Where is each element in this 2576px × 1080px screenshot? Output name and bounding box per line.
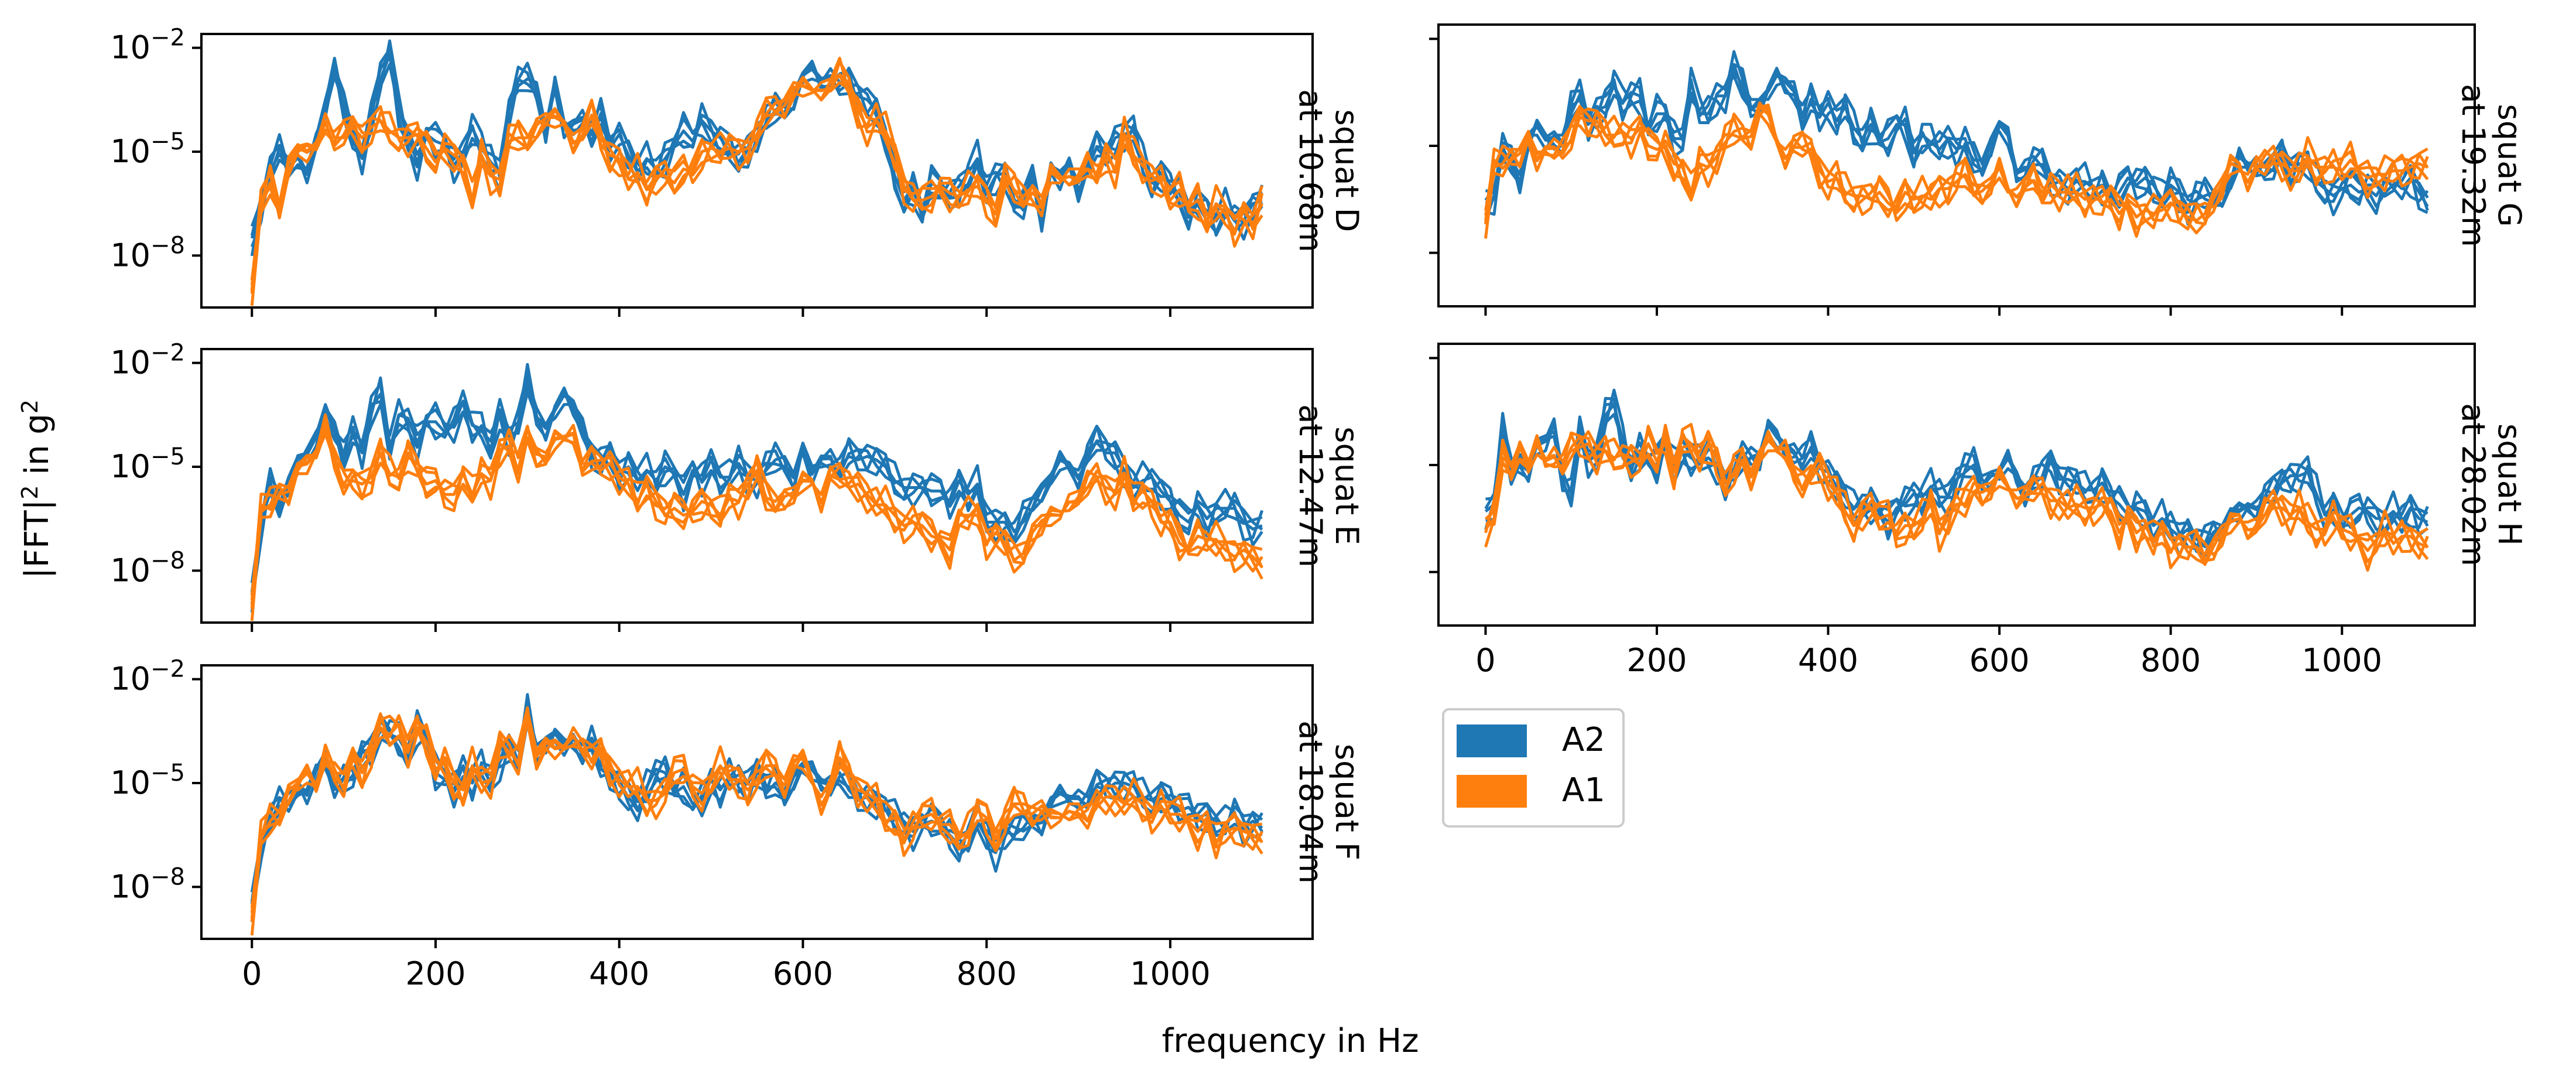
- panel-squat-g: squat Gat 19.32m: [1429, 23, 2528, 316]
- x-axis-label: frequency in Hz: [1162, 1022, 1419, 1060]
- panel-label-line2: at 19.32m: [2455, 84, 2492, 247]
- plot-frame: [1437, 23, 2476, 307]
- panel-label: squat Hat 28.02m: [2455, 403, 2528, 566]
- series-line-a1-rep4: [250, 706, 1263, 936]
- panel-squat-h: 0 200 400 600 800 1000 squat Hat 28.02m: [1429, 343, 2528, 679]
- y-tick-label: 10−8: [110, 863, 185, 905]
- panel-label: squat Gat 19.32m: [2455, 84, 2528, 247]
- series-line-a2-rep4: [250, 363, 1263, 604]
- x-tick-label: 200: [1626, 642, 1687, 679]
- x-tick-label: 400: [1798, 642, 1858, 679]
- panel-label: squat Fat 18.04m: [1292, 720, 1365, 884]
- legend-label-a2: A2: [1562, 721, 1605, 759]
- y-tick-label: 10−8: [110, 547, 185, 589]
- plot-frame: [1437, 343, 2476, 627]
- series-line-a1-rep2: [250, 422, 1263, 596]
- series-line-a2-rep3: [1484, 388, 2429, 558]
- panel-squat-f: 10−2 10−5 10−8 0 200 400 600 800 1000 squat Fat 1…: [110, 656, 1365, 992]
- series-line-a1-rep4: [1484, 105, 2429, 239]
- plot-frame: [200, 348, 1314, 624]
- plot-frame: [200, 664, 1314, 940]
- legend-label-a1: A1: [1562, 771, 1605, 809]
- panel-label-line1: squat G: [2491, 104, 2528, 227]
- x-tick-label: 0: [1475, 642, 1495, 679]
- y-tick-label: 10−5: [110, 443, 185, 485]
- y-tick-label: 10−2: [110, 25, 185, 66]
- y-tick-label: 10−8: [110, 232, 185, 274]
- x-tick-label: 1000: [1130, 955, 1210, 992]
- panel-label-line2: at 10.68m: [1292, 89, 1329, 252]
- x-tick-label: 800: [2140, 642, 2201, 679]
- panel-label-line1: squat H: [2491, 423, 2528, 546]
- panels: 10−2 10−5 10−8 squat Dat 10.68m 10−2 10−5 10−8…: [110, 23, 2528, 992]
- y-tick-label: 10−2: [110, 340, 185, 381]
- y-tick-label: 10−5: [110, 128, 185, 170]
- panel-squat-e: 10−2 10−5 10−8 squat Eat 12.47m: [110, 340, 1365, 632]
- legend-swatch-a2: [1457, 724, 1527, 757]
- series-line-a1-rep4: [250, 425, 1263, 621]
- series-line-a2-rep3: [250, 372, 1264, 613]
- plot-frame: [200, 33, 1314, 309]
- series-line-a1-rep4: [1484, 423, 2429, 560]
- panel-label-line1: squat F: [1328, 744, 1365, 860]
- x-tick-label: 0: [242, 955, 262, 992]
- x-tick-label: 600: [1969, 642, 2030, 679]
- panel-label-line1: squat E: [1328, 426, 1365, 545]
- panel-label-line2: at 28.02m: [2455, 403, 2492, 566]
- series-line-a1-rep2: [250, 714, 1263, 908]
- panel-squat-d: 10−2 10−5 10−8 squat Dat 10.68m: [110, 25, 1365, 317]
- x-tick-label: 600: [773, 955, 833, 992]
- legend-swatch-a1: [1457, 775, 1527, 808]
- panel-label-line2: at 18.04m: [1292, 720, 1329, 884]
- panel-label-line2: at 12.47m: [1292, 404, 1329, 568]
- y-tick-label: 10−5: [110, 760, 185, 801]
- x-tick-label: 200: [405, 955, 465, 992]
- x-tick-label: 1000: [2302, 642, 2382, 679]
- y-tick-label: 10−2: [110, 656, 185, 698]
- panel-label-line1: squat D: [1328, 110, 1365, 233]
- x-tick-label: 800: [957, 955, 1017, 992]
- panel-label: squat Dat 10.68m: [1292, 89, 1365, 252]
- panel-label: squat Eat 12.47m: [1292, 404, 1365, 568]
- series-line-a1-rep4: [250, 56, 1264, 306]
- x-tick-label: 400: [589, 955, 649, 992]
